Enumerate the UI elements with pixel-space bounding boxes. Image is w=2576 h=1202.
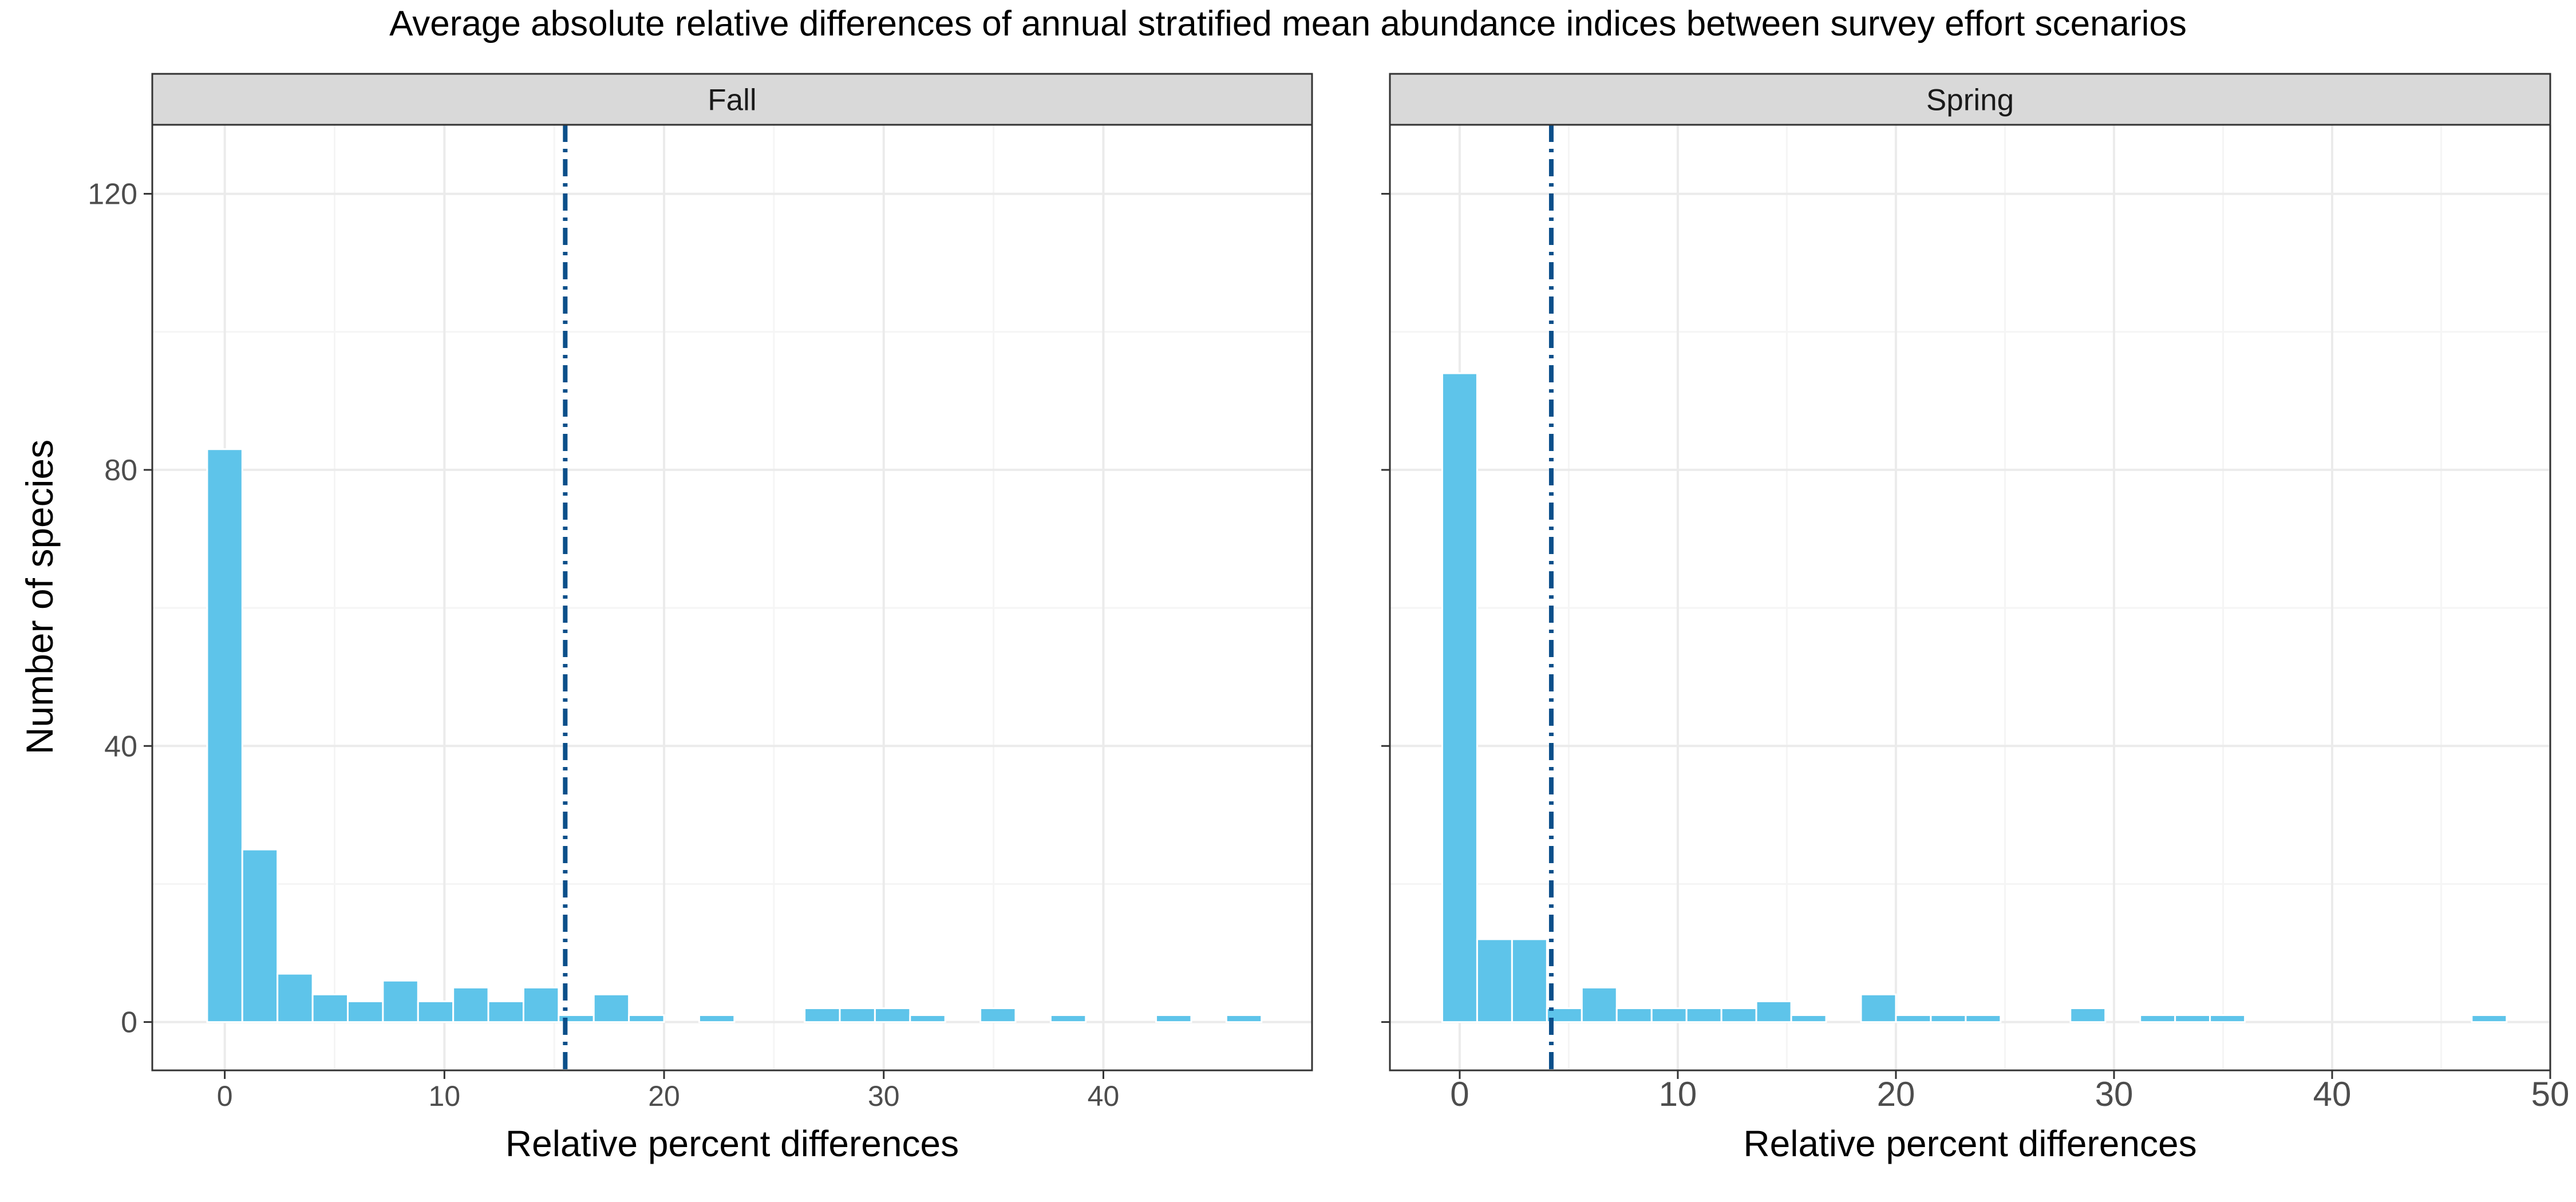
histogram-bar bbox=[2471, 1014, 2508, 1023]
x-tick-label: 10 bbox=[429, 1080, 461, 1112]
histogram-bar bbox=[1650, 1007, 1688, 1023]
y-axis-title: Number of species bbox=[18, 440, 61, 754]
histogram-bar bbox=[979, 1007, 1017, 1023]
histogram-bar bbox=[1476, 938, 1513, 1023]
histogram-bar bbox=[1685, 1007, 1722, 1023]
histogram-bar bbox=[487, 1000, 524, 1023]
chart-title: Average absolute relative differences of… bbox=[389, 4, 2187, 44]
histogram-bar bbox=[1790, 1014, 1827, 1023]
histogram-bar bbox=[452, 986, 489, 1023]
histogram-bar bbox=[382, 979, 419, 1023]
x-tick-label: 40 bbox=[2313, 1075, 2352, 1113]
y-tick-label: 120 bbox=[88, 178, 137, 211]
histogram-bar bbox=[417, 1000, 455, 1023]
histogram-bar bbox=[804, 1007, 841, 1023]
histogram-bar bbox=[1225, 1014, 1263, 1023]
facet-strip-label: Spring bbox=[1926, 84, 2014, 117]
facets-layer: Fall 0 10 20 30 40 0 40 80 120 Relative percent di… bbox=[88, 73, 2570, 1164]
histogram-bar bbox=[1930, 1014, 1967, 1023]
x-tick-label: 0 bbox=[217, 1080, 233, 1112]
facet-panel-spring: Spring 0 10 20 30 40 50 Relative percent differ… bbox=[1381, 73, 2570, 1164]
x-tick-label: 10 bbox=[1659, 1075, 1697, 1113]
x-tick-label: 50 bbox=[2531, 1075, 2570, 1113]
histogram-bar bbox=[698, 1014, 736, 1023]
y-tick-label: 80 bbox=[104, 454, 137, 487]
histogram-bar bbox=[276, 972, 314, 1023]
histogram-bar bbox=[206, 448, 243, 1023]
histogram-bar bbox=[2069, 1007, 2107, 1023]
histogram-bar bbox=[1965, 1014, 2002, 1023]
x-axis-title: Relative percent differences bbox=[505, 1123, 959, 1164]
x-tick-label: 30 bbox=[2095, 1075, 2134, 1113]
histogram-bar bbox=[1720, 1007, 1757, 1023]
panel-background bbox=[152, 125, 1312, 1070]
histogram-bar bbox=[347, 1000, 384, 1023]
x-tick-label: 40 bbox=[1088, 1080, 1120, 1112]
facet-strip-label: Fall bbox=[708, 84, 756, 117]
histogram-bar bbox=[1860, 993, 1897, 1023]
panel-background bbox=[1390, 125, 2550, 1070]
x-tick-label: 0 bbox=[1450, 1075, 1469, 1113]
histogram-bar bbox=[1441, 372, 1478, 1023]
histogram-bar bbox=[1755, 1000, 1792, 1023]
facet-strip bbox=[1389, 73, 2551, 126]
histogram-bar bbox=[874, 1007, 911, 1023]
histogram-bar bbox=[1615, 1007, 1653, 1023]
histogram-bar bbox=[1581, 986, 1618, 1023]
histogram-bar bbox=[241, 848, 279, 1023]
histogram-bar bbox=[2209, 1014, 2246, 1023]
x-tick-label: 20 bbox=[1877, 1075, 1915, 1113]
histogram-bar bbox=[2139, 1014, 2176, 1023]
x-tick-label: 30 bbox=[868, 1080, 900, 1112]
histogram-bar bbox=[1511, 938, 1548, 1023]
histogram-bar bbox=[628, 1014, 665, 1023]
histogram-bar bbox=[1895, 1014, 1932, 1023]
y-tick-label: 0 bbox=[121, 1006, 137, 1039]
histogram-bar bbox=[1155, 1014, 1192, 1023]
facet-panel-fall: Fall 0 10 20 30 40 0 40 80 120 Relative percent di… bbox=[88, 73, 1313, 1164]
y-tick-label: 40 bbox=[104, 730, 137, 763]
histogram-bar bbox=[1049, 1014, 1087, 1023]
histogram-bar bbox=[311, 993, 349, 1023]
histogram-bar bbox=[522, 986, 560, 1023]
histogram-bar bbox=[909, 1014, 946, 1023]
histogram-bar bbox=[2174, 1014, 2211, 1023]
histogram-bar bbox=[839, 1007, 876, 1023]
facet-strip bbox=[151, 73, 1313, 126]
x-tick-label: 20 bbox=[648, 1080, 680, 1112]
x-axis-title: Relative percent differences bbox=[1743, 1123, 2196, 1164]
histogram-bar bbox=[592, 993, 630, 1023]
